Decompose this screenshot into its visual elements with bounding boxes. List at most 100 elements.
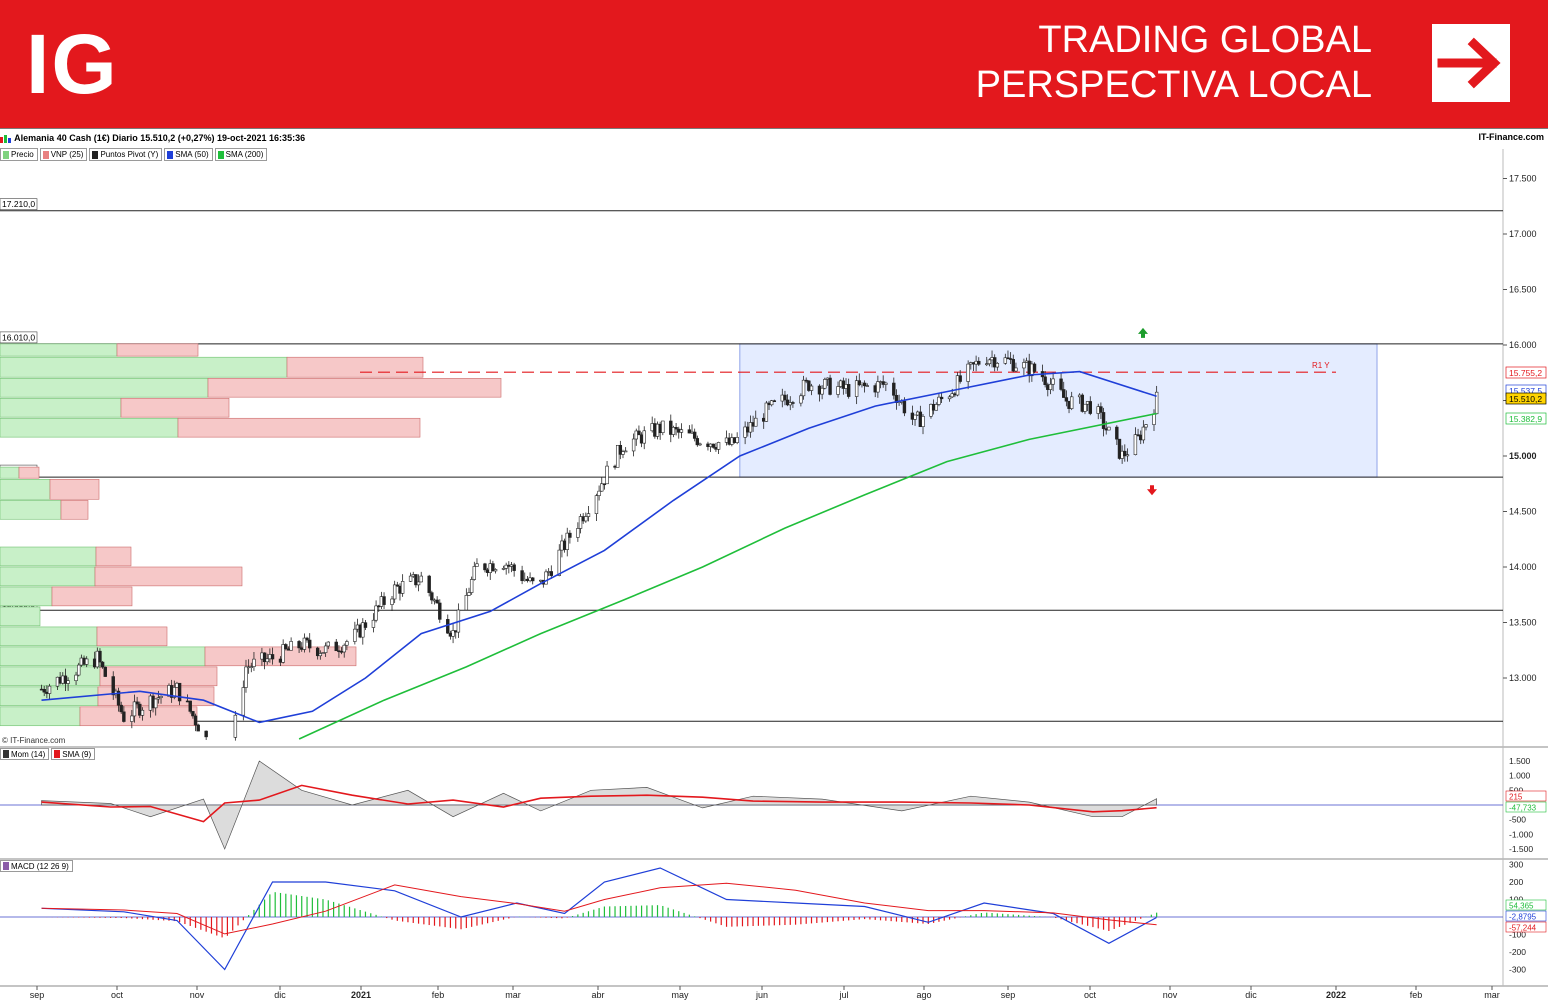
candle-body [284, 644, 288, 650]
candle-body [799, 395, 803, 404]
volume-profile-sell-bar [96, 626, 168, 647]
y-tick-label: -1.500 [1509, 844, 1533, 854]
volume-profile-buy-bar [0, 566, 96, 587]
volume-profile-buy-bar [0, 500, 62, 520]
chart-canvas: 17.210,016.010,014.810,013.610,012.610,0… [0, 149, 1548, 1000]
y-tick-label: 15.000 [1509, 451, 1537, 461]
candle-body [894, 395, 899, 403]
candle-body [451, 630, 455, 637]
macd-value-box [1505, 899, 1547, 911]
candle-body [865, 385, 869, 387]
pivot-value-box [1505, 366, 1547, 379]
y-tick-label: 16.500 [1509, 285, 1537, 295]
x-tick-label: oct [1084, 990, 1097, 1000]
candle-body [791, 402, 795, 404]
price-legend: Precio VNP (25) Puntos Pivot (Y) SMA (50) SM… [0, 148, 268, 161]
price-label-box [1505, 392, 1547, 405]
macd-value-box [1505, 921, 1547, 933]
candle-body [1003, 357, 1008, 364]
candle-body [318, 653, 323, 657]
candle-body [435, 599, 439, 604]
arrow-right-icon[interactable] [1432, 24, 1510, 102]
candle-body [934, 404, 938, 411]
y-tick-label: 16.000 [1509, 340, 1537, 350]
candle-body [265, 658, 269, 663]
y-tick-label: 17.500 [1509, 174, 1537, 184]
candle-body [1011, 359, 1015, 372]
candle-body [578, 516, 583, 529]
macd-value-label: -2,8795 [1509, 913, 1537, 922]
candle-body [1062, 389, 1066, 398]
price-label: 15.382,9 [1509, 414, 1542, 424]
level-label-box [0, 331, 38, 344]
candle-body [392, 584, 397, 600]
candle-body [754, 417, 758, 427]
candle-body [921, 415, 925, 427]
site-label: IT-Finance.com [1478, 132, 1544, 142]
candle-body [408, 575, 413, 582]
arrow-up-icon [1138, 327, 1148, 338]
candle-body [631, 438, 636, 452]
macd-legend: MACD (12 26 9) [0, 860, 73, 872]
candle-body [836, 386, 840, 395]
momentum-legend: Mom (14) SMA (9) [0, 748, 96, 760]
candle-body [711, 443, 715, 448]
y-tick-label: 500 [1509, 785, 1523, 795]
y-tick-label: -100 [1509, 930, 1526, 940]
volume-profile-sell-bar [99, 666, 218, 687]
candle-body [597, 490, 601, 496]
candle-body [252, 658, 256, 667]
x-tick-label: 2022 [1326, 990, 1346, 1000]
candle-body [764, 402, 769, 422]
slogan-line-2: PERSPECTIVA LOCAL [975, 64, 1372, 106]
candle-body [427, 575, 431, 593]
price-label: 15.510,2 [1509, 394, 1542, 404]
candle-body [1048, 383, 1053, 390]
candle-body [716, 442, 721, 450]
candle-body [475, 563, 479, 567]
candle-body [772, 400, 777, 402]
candle-body [501, 568, 506, 570]
candle-body [892, 382, 896, 396]
candle-body [955, 375, 960, 396]
candle-body [995, 363, 1000, 368]
candle-body [116, 690, 121, 706]
y-tick-label: 13.500 [1509, 618, 1537, 628]
candle-body [135, 701, 139, 705]
candle-body [193, 715, 198, 726]
x-tick-label: sep [30, 990, 45, 1000]
x-tick-label: nov [1163, 990, 1178, 1000]
candle-body [177, 682, 182, 702]
volume-profile-sell-bar [60, 500, 89, 520]
candle-body [862, 382, 867, 387]
x-tick-label: feb [1410, 990, 1423, 1000]
candle-body [584, 516, 588, 522]
candle-body [334, 641, 338, 652]
candle-body [438, 602, 442, 620]
y-tick-label: -500 [1509, 815, 1526, 825]
chart-icon [0, 134, 12, 144]
candle-body [987, 359, 992, 365]
price-label: 15.537,5 [1509, 386, 1542, 396]
candles-group [39, 350, 1159, 741]
candle-body [326, 641, 330, 647]
x-tick-label: jul [838, 990, 848, 1000]
candle-body [857, 380, 861, 386]
candle-body [531, 577, 535, 582]
candle-body [1069, 396, 1074, 409]
macd-histogram [46, 892, 1158, 938]
volume-profile-buy-bar [0, 378, 209, 398]
candle-body [321, 652, 325, 654]
candle-body [1099, 406, 1103, 413]
candle-body [1125, 454, 1130, 457]
candle-body [47, 685, 52, 694]
candle-body [512, 564, 516, 571]
candle-body [363, 622, 368, 628]
y-tick-label: 1.500 [1509, 756, 1531, 766]
consolidation-range-box [739, 343, 1378, 478]
candle-body [469, 579, 474, 593]
candle-body [977, 360, 981, 365]
candle-body [544, 571, 548, 585]
legend-mom-sma: SMA (9) [51, 748, 96, 760]
x-tick-label: dic [1245, 990, 1257, 1000]
